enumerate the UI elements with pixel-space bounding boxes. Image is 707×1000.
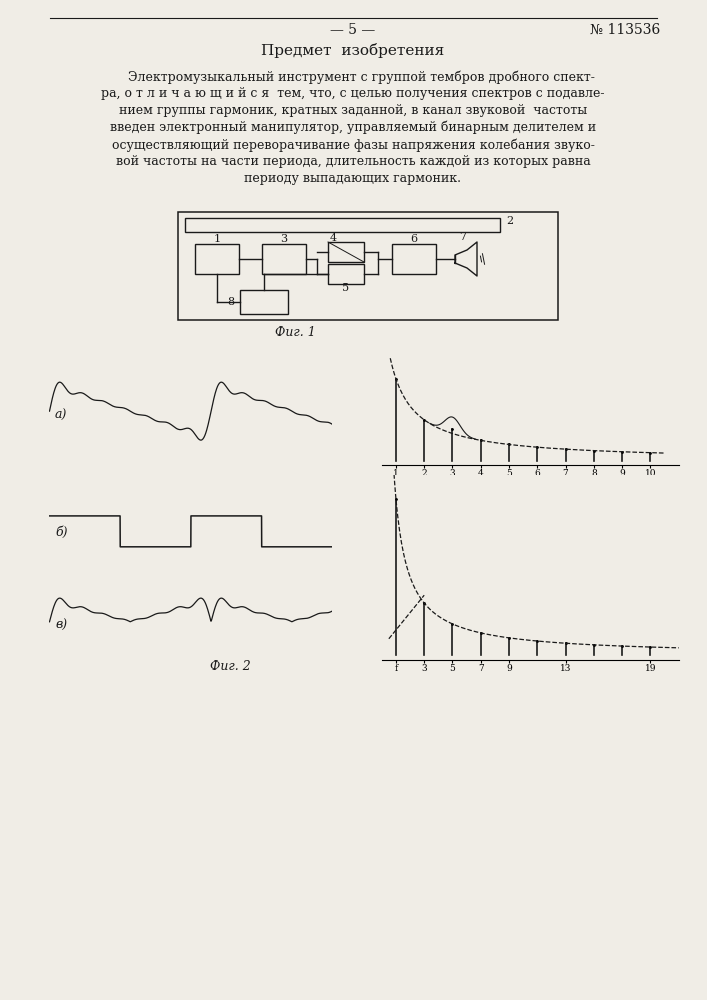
Text: 3: 3 bbox=[281, 234, 288, 244]
Text: ра, о т л и ч а ю щ и й с я  тем, что, с целью получения спектров с подавле-: ра, о т л и ч а ю щ и й с я тем, что, с … bbox=[101, 87, 604, 100]
Text: 7: 7 bbox=[460, 232, 467, 242]
Text: нием группы гармоник, кратных заданной, в канал звуковой  частоты: нием группы гармоник, кратных заданной, … bbox=[119, 104, 587, 117]
Bar bbox=[240, 290, 288, 314]
Text: — 5 —: — 5 — bbox=[330, 23, 375, 37]
Text: г): г) bbox=[383, 398, 395, 412]
Bar bbox=[178, 212, 558, 320]
Text: 2: 2 bbox=[506, 216, 513, 226]
Bar bbox=[262, 244, 306, 274]
Text: б): б) bbox=[55, 526, 67, 538]
Bar bbox=[328, 242, 364, 262]
Text: Фиг. 1: Фиг. 1 bbox=[274, 326, 315, 338]
Text: Предмет  изобретения: Предмет изобретения bbox=[262, 42, 445, 57]
Text: № 113536: № 113536 bbox=[590, 23, 660, 37]
Text: а): а) bbox=[55, 408, 67, 422]
Bar bbox=[185, 218, 500, 232]
Text: 6: 6 bbox=[411, 234, 418, 244]
Text: введен электронный манипулятор, управляемый бинарным делителем и: введен электронный манипулятор, управляе… bbox=[110, 121, 596, 134]
Text: Электромузыкальный инструмент с группой тембров дробного спект-: Электромузыкальный инструмент с группой … bbox=[112, 70, 595, 84]
Text: периоду выпадающих гармоник.: периоду выпадающих гармоник. bbox=[245, 172, 462, 185]
Bar bbox=[328, 264, 364, 284]
Text: 5: 5 bbox=[342, 283, 349, 293]
Text: вой частоты на части периода, длительность каждой из которых равна: вой частоты на части периода, длительнос… bbox=[116, 155, 590, 168]
Text: Фиг. 2: Фиг. 2 bbox=[209, 660, 250, 674]
Bar bbox=[392, 244, 436, 274]
Text: осуществляющий переворачивание фазы напряжения колебания звуко-: осуществляющий переворачивание фазы напр… bbox=[112, 138, 595, 151]
Text: 4: 4 bbox=[330, 233, 337, 243]
Text: 1: 1 bbox=[214, 234, 221, 244]
Bar bbox=[195, 244, 239, 274]
Text: 8: 8 bbox=[227, 297, 234, 307]
Text: в): в) bbox=[55, 618, 67, 632]
